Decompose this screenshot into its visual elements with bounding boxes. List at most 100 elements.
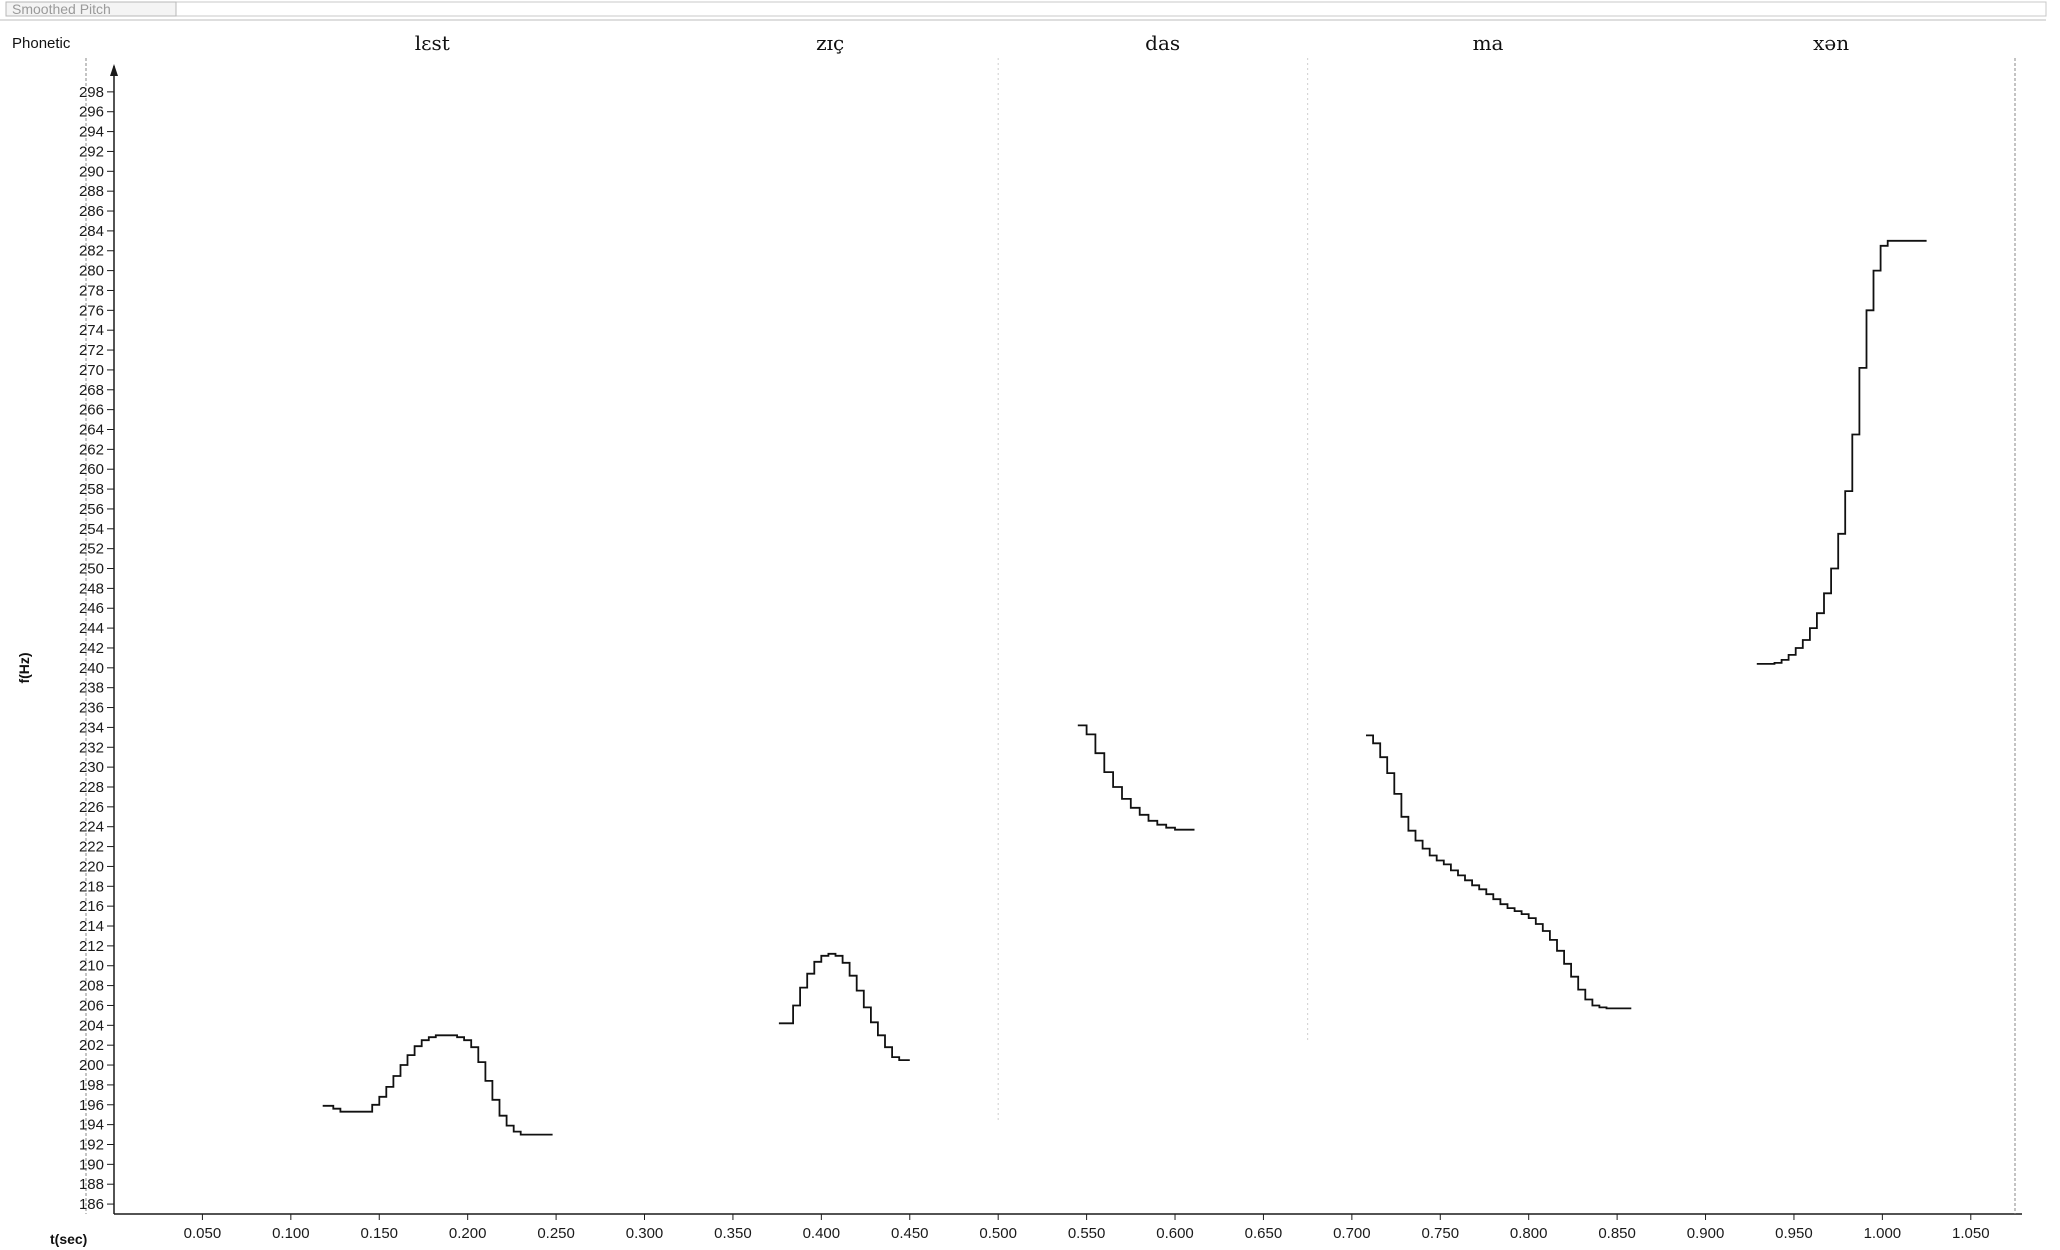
y-tick-label: 190 (79, 1156, 104, 1173)
y-tick-label: 284 (79, 223, 104, 240)
y-tick-label: 214 (79, 918, 104, 935)
x-tick-label: 0.600 (1156, 1225, 1194, 1242)
x-tick-label: 0.900 (1687, 1225, 1725, 1242)
pitch-series-group (322, 239, 1927, 1136)
y-tick-label: 234 (79, 719, 104, 736)
y-axis-arrow-icon (110, 64, 118, 76)
pitch-series-3 (1077, 724, 1195, 831)
y-tick-label: 204 (79, 1017, 104, 1034)
y-tick-label: 198 (79, 1077, 104, 1094)
y-tick-label: 262 (79, 441, 104, 458)
y-tick-label: 258 (79, 481, 104, 498)
y-tick-label: 276 (79, 302, 104, 319)
y-tick-label: 288 (79, 183, 104, 200)
x-tick-label: 0.200 (449, 1225, 487, 1242)
y-tick-label: 260 (79, 461, 104, 478)
y-tick-label: 208 (79, 978, 104, 995)
pitch-series-1 (322, 1034, 553, 1136)
y-tick-label: 222 (79, 839, 104, 856)
tier-word[interactable]: xən (1813, 31, 1849, 55)
x-tick-label: 0.300 (626, 1225, 664, 1242)
y-tick-label: 290 (79, 163, 104, 180)
y-tick-label: 186 (79, 1196, 104, 1213)
y-tick-label: 280 (79, 263, 104, 280)
y-axis-title: f(Hz) (16, 652, 32, 683)
y-tick-label: 188 (79, 1176, 104, 1193)
y-tick-label: 266 (79, 402, 104, 419)
y-tick-label: 268 (79, 382, 104, 399)
y-tick-label: 230 (79, 759, 104, 776)
y-tick-label: 248 (79, 580, 104, 597)
x-tick-label: 1.050 (1952, 1225, 1990, 1242)
window-title-tab[interactable] (5, 1, 177, 17)
y-tick-label: 246 (79, 600, 104, 617)
tier-label: Phonetic (12, 35, 71, 52)
window-header-bar (5, 1, 2047, 17)
y-tick-label: 200 (79, 1057, 104, 1074)
y-tick-label: 196 (79, 1097, 104, 1114)
y-tick-label: 270 (79, 362, 104, 379)
y-tick-label: 252 (79, 541, 104, 558)
y-tick-label: 296 (79, 104, 104, 121)
y-tick-label: 292 (79, 143, 104, 160)
x-tick-label: 0.950 (1775, 1225, 1813, 1242)
x-tick-label: 0.350 (714, 1225, 752, 1242)
x-tick-label: 0.450 (891, 1225, 929, 1242)
window-title: Smoothed Pitch (12, 1, 111, 17)
x-axis-ticks: 0.050 0.100 0.150 0.200 0.250 0.300 0.350 0.400… (184, 1214, 1990, 1242)
tier-word[interactable]: lɛst (415, 31, 450, 55)
phonetic-tier: Phonetic lɛst zɪç das ma xən (0, 19, 2046, 55)
y-tick-label: 206 (79, 997, 104, 1014)
y-tick-label: 264 (79, 421, 104, 438)
tier-word[interactable]: das (1145, 31, 1180, 55)
tier-word[interactable]: zɪç (816, 31, 844, 55)
x-tick-label: 0.850 (1598, 1225, 1636, 1242)
y-tick-label: 242 (79, 640, 104, 657)
x-tick-label: 0.550 (1068, 1225, 1106, 1242)
y-tick-label: 272 (79, 342, 104, 359)
tier-word[interactable]: ma (1473, 31, 1504, 55)
x-tick-label: 0.250 (537, 1225, 575, 1242)
x-tick-label: 0.150 (360, 1225, 398, 1242)
y-tick-label: 216 (79, 898, 104, 915)
y-tick-label: 228 (79, 779, 104, 796)
y-tick-label: 224 (79, 819, 104, 836)
x-axis-title: t(sec) (50, 1231, 87, 1247)
x-tick-label: 0.400 (803, 1225, 841, 1242)
x-tick-label: 0.500 (979, 1225, 1017, 1242)
pitch-series-2 (778, 952, 910, 1061)
x-tick-label: 0.800 (1510, 1225, 1548, 1242)
y-axis-ticks: 186 188 190 192 194 196 198 200 202 204 206 208 210 2… (79, 84, 114, 1213)
plot-frame (85, 58, 2022, 1215)
y-tick-label: 192 (79, 1136, 104, 1153)
y-tick-label: 232 (79, 739, 104, 756)
x-tick-label: 1.000 (1864, 1225, 1902, 1242)
y-tick-label: 240 (79, 660, 104, 677)
y-tick-label: 218 (79, 878, 104, 895)
y-tick-label: 298 (79, 84, 104, 101)
pitch-series-4 (1366, 734, 1632, 1010)
y-tick-label: 202 (79, 1037, 104, 1054)
y-tick-label: 212 (79, 938, 104, 955)
x-tick-label: 0.100 (272, 1225, 310, 1242)
x-tick-label: 0.750 (1422, 1225, 1460, 1242)
y-tick-label: 250 (79, 561, 104, 578)
y-tick-label: 254 (79, 521, 104, 538)
x-tick-label: 0.700 (1333, 1225, 1371, 1242)
y-tick-label: 226 (79, 799, 104, 816)
x-tick-label: 0.650 (1245, 1225, 1283, 1242)
y-tick-label: 244 (79, 620, 104, 637)
y-tick-label: 210 (79, 958, 104, 975)
y-tick-label: 220 (79, 858, 104, 875)
y-tick-label: 236 (79, 700, 104, 717)
window-header: Smoothed Pitch (5, 1, 2047, 17)
y-tick-label: 286 (79, 203, 104, 220)
y-tick-label: 256 (79, 501, 104, 518)
y-tick-label: 274 (79, 322, 104, 339)
y-tick-label: 238 (79, 680, 104, 697)
y-tick-label: 282 (79, 243, 104, 260)
pitch-series-5 (1756, 239, 1927, 665)
y-tick-label: 194 (79, 1117, 104, 1134)
x-tick-label: 0.050 (184, 1225, 222, 1242)
